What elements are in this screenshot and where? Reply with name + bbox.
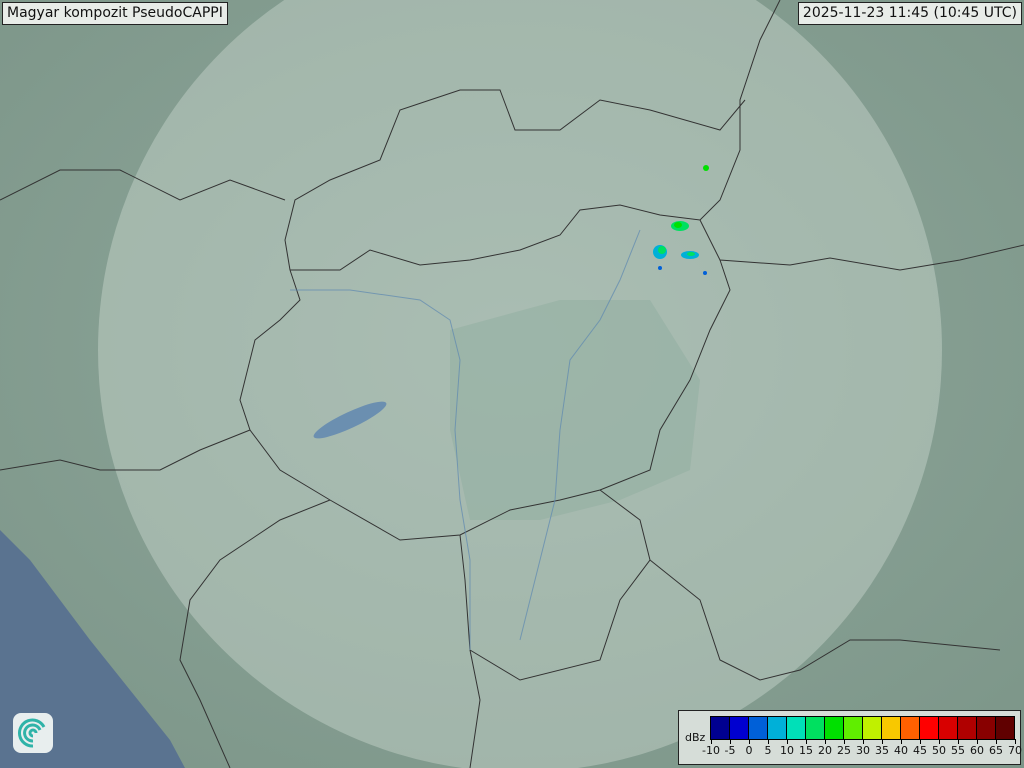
legend-swatch [863, 717, 882, 739]
legend-tick-label: 70 [1008, 744, 1022, 757]
legend-swatch [939, 717, 958, 739]
legend-tick [901, 739, 902, 744]
legend-tick [730, 739, 731, 744]
legend-swatch [901, 717, 920, 739]
rivers [290, 229, 641, 650]
map-title: Magyar kompozit PseudoCAPPI [2, 2, 228, 25]
legend-tick [806, 739, 807, 744]
legend-tick-label: 55 [951, 744, 965, 757]
legend-tick-label: 15 [799, 744, 813, 757]
legend-swatch [825, 717, 844, 739]
legend-swatch [749, 717, 768, 739]
legend-tick-label: 10 [780, 744, 794, 757]
legend-tick-label: 50 [932, 744, 946, 757]
legend-tick [882, 739, 883, 744]
legend-tick-label: 25 [837, 744, 851, 757]
legend-swatch [844, 717, 863, 739]
legend-tick-label: 0 [745, 744, 753, 757]
legend-tick-label: 65 [989, 744, 1003, 757]
adriatic-sea [0, 530, 185, 768]
legend-swatch [787, 717, 806, 739]
legend-swatch [920, 717, 939, 739]
legend-swatch [977, 717, 996, 739]
legend-tick-label: -5 [724, 744, 736, 757]
legend-tick-label: -10 [702, 744, 720, 757]
legend-tick-label: 35 [875, 744, 889, 757]
legend-tick-label: 5 [764, 744, 772, 757]
legend-tick [787, 739, 788, 744]
legend-swatch [996, 717, 1014, 739]
legend-tick [863, 739, 864, 744]
legend-tick [825, 739, 826, 744]
legend-tick [977, 739, 978, 744]
legend-swatch [730, 717, 749, 739]
dbz-color-legend: dBz -10 -5 0 5 10 15 20 25 30 35 40 45 50 55 60 65 70 [678, 710, 1022, 765]
legend-color-bar [710, 716, 1015, 740]
alfold-plain [450, 300, 700, 520]
legend-swatch [882, 717, 901, 739]
legend-tick [711, 739, 712, 744]
legend-tick [958, 739, 959, 744]
legend-tick [996, 739, 997, 744]
legend-swatch [958, 717, 977, 739]
legend-tick [920, 739, 921, 744]
legend-tick-label: 30 [856, 744, 870, 757]
lake-balaton [313, 401, 387, 439]
legend-tick-label: 20 [818, 744, 832, 757]
legend-unit-label: dBz [685, 731, 706, 744]
legend-tick [844, 739, 845, 744]
legend-tick [749, 739, 750, 744]
legend-tick-labels: -10 -5 0 5 10 15 20 25 30 35 40 45 50 55 60 65 70 [679, 744, 1022, 760]
legend-swatch [711, 717, 730, 739]
legend-tick-label: 60 [970, 744, 984, 757]
legend-tick [939, 739, 940, 744]
legend-tick-label: 40 [894, 744, 908, 757]
radar-echoes [653, 165, 709, 275]
legend-tick [768, 739, 769, 744]
timestamp-label: 2025-11-23 11:45 (10:45 UTC) [797, 2, 1022, 25]
legend-swatch [768, 717, 787, 739]
legend-tick-label: 45 [913, 744, 927, 757]
spiral-logo-icon [13, 713, 53, 753]
legend-swatch [806, 717, 825, 739]
legend-tick [1015, 739, 1016, 744]
